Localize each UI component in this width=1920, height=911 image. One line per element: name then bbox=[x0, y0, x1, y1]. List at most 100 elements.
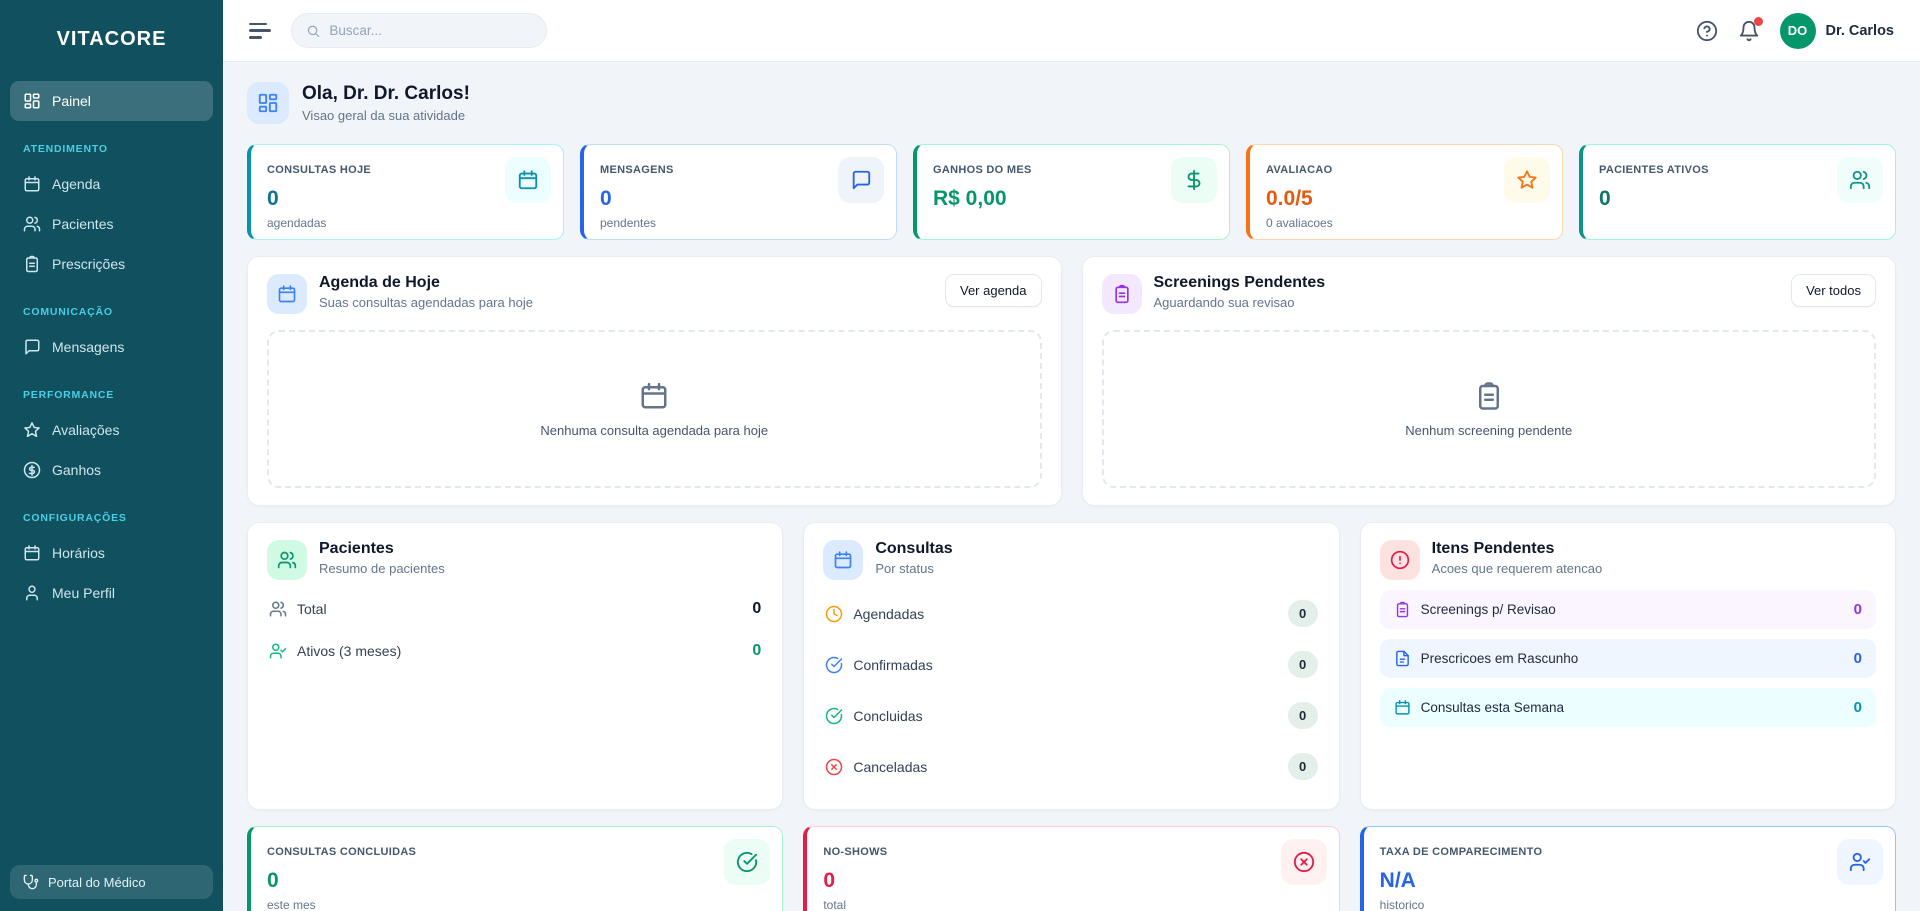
status-row-concluidas: Concluidas 0 bbox=[823, 690, 1319, 741]
dashboard-icon bbox=[257, 92, 279, 114]
row-label: Confirmadas bbox=[853, 656, 933, 673]
sidebar-section-performance: PERFORMANCE bbox=[23, 389, 115, 401]
stat-label: TAXA DE COMPARECIMENTO bbox=[1379, 846, 1543, 858]
search-bar[interactable] bbox=[291, 13, 547, 48]
user-icon bbox=[23, 584, 41, 602]
stat-card-ganhos: GANHOS DO MES R$ 0,00 bbox=[913, 144, 1230, 240]
stat-value: N/A bbox=[1379, 869, 1416, 892]
row-count-badge: 0 bbox=[1287, 753, 1318, 780]
clipboard-badge bbox=[1101, 274, 1142, 314]
mid-row: Agenda de Hoje Suas consultas agendadas … bbox=[247, 256, 1896, 506]
search-input[interactable] bbox=[329, 23, 532, 38]
bell-icon bbox=[1738, 20, 1760, 42]
dollar-circle-icon bbox=[23, 461, 41, 479]
user-menu[interactable]: DO Dr. Carlos bbox=[1779, 12, 1894, 49]
card-subtitle: Acoes que requerem atencao bbox=[1431, 561, 1603, 576]
calendar-icon bbox=[23, 175, 41, 193]
stat-label: NO-SHOWS bbox=[823, 846, 888, 858]
check-circle-icon bbox=[825, 707, 843, 725]
stat-label: MENSAGENS bbox=[600, 164, 674, 176]
users-icon bbox=[277, 550, 297, 570]
clipboard-icon bbox=[1474, 381, 1504, 411]
stat-sublabel: 0 avaliacoes bbox=[1266, 216, 1333, 230]
pendente-row-screenings[interactable]: Screenings p/ Revisao 0 bbox=[1379, 590, 1876, 629]
sidebar-item-label: Ganhos bbox=[52, 462, 102, 478]
card-title: Pacientes bbox=[319, 540, 394, 557]
card-title: Consultas bbox=[875, 540, 953, 557]
row-label: Agendadas bbox=[853, 605, 925, 622]
menu-toggle-icon[interactable] bbox=[249, 22, 271, 39]
search-icon bbox=[306, 23, 320, 39]
x-circle-icon bbox=[1280, 839, 1327, 885]
help-icon[interactable] bbox=[1696, 20, 1718, 42]
agenda-hoje-card: Agenda de Hoje Suas consultas agendadas … bbox=[247, 256, 1062, 506]
row-label: Total bbox=[297, 601, 327, 617]
sidebar-item-ganhos[interactable]: Ganhos bbox=[10, 450, 213, 490]
clipboard-icon bbox=[23, 255, 41, 273]
sidebar-item-avaliacoes[interactable]: Avaliações bbox=[10, 410, 213, 450]
row-label: Ativos (3 meses) bbox=[297, 643, 402, 659]
stat-label: AVALIACAO bbox=[1266, 164, 1333, 176]
portal-do-medico-badge[interactable]: Portal do Médico bbox=[10, 865, 213, 899]
sidebar-item-mensagens[interactable]: Mensagens bbox=[10, 327, 213, 367]
stat-card-taxa-comparecimento: TAXA DE COMPARECIMENTO N/A historico bbox=[1359, 826, 1896, 911]
row-count-badge: 0 bbox=[1287, 600, 1318, 627]
ver-agenda-button[interactable]: Ver agenda bbox=[944, 274, 1042, 307]
pacientes-total-row: Total 0 bbox=[267, 588, 763, 630]
sidebar-item-pacientes[interactable]: Pacientes bbox=[10, 204, 213, 244]
card-subtitle: Por status bbox=[875, 561, 934, 576]
stat-value: 0 bbox=[267, 869, 279, 892]
row-label: Prescricoes em Rascunho bbox=[1420, 651, 1579, 666]
stats-row: CONSULTAS HOJE 0 agendadas MENSAGENS 0 p… bbox=[247, 144, 1896, 240]
stat-sublabel: agendadas bbox=[267, 216, 327, 230]
check-circle-icon bbox=[724, 839, 771, 885]
user-check-icon bbox=[269, 642, 287, 660]
stat-card-mensagens: MENSAGENS 0 pendentes bbox=[580, 144, 897, 240]
portal-label: Portal do Médico bbox=[48, 874, 146, 890]
card-title: Itens Pendentes bbox=[1431, 540, 1555, 557]
sidebar-item-agenda[interactable]: Agenda bbox=[10, 164, 213, 204]
ver-todos-button[interactable]: Ver todos bbox=[1791, 274, 1876, 307]
chat-icon bbox=[23, 338, 41, 356]
stat-label: CONSULTAS CONCLUIDAS bbox=[267, 846, 417, 858]
calendar-icon bbox=[639, 381, 669, 411]
card-title: Screenings Pendentes bbox=[1153, 274, 1326, 291]
calendar-icon bbox=[833, 550, 853, 570]
alert-circle-icon bbox=[1390, 550, 1410, 570]
calendar-icon bbox=[505, 157, 551, 203]
sidebar-item-label: Painel bbox=[52, 93, 91, 109]
stat-label: CONSULTAS HOJE bbox=[267, 164, 372, 176]
sidebar-item-label: Meu Perfil bbox=[52, 585, 116, 601]
consultas-card: Consultas Por status Agendadas 0 Confirm… bbox=[803, 522, 1340, 810]
row-label: Consultas esta Semana bbox=[1420, 700, 1564, 715]
info-row: Pacientes Resumo de pacientes Total 0 At… bbox=[247, 522, 1896, 810]
notifications-button[interactable] bbox=[1738, 16, 1763, 42]
stat-card-avaliacao: AVALIACAO 0.0/5 0 avaliacoes bbox=[1246, 144, 1563, 240]
stat-sublabel: pendentes bbox=[600, 216, 657, 230]
stat-sublabel: este mes bbox=[267, 898, 316, 911]
stat-value: 0 bbox=[823, 869, 836, 892]
row-count-badge: 0 bbox=[1287, 651, 1318, 678]
stat-label: PACIENTES ATIVOS bbox=[1599, 164, 1709, 176]
user-check-icon bbox=[1836, 839, 1883, 885]
sidebar-item-prescricoes[interactable]: Prescrições bbox=[10, 244, 213, 284]
sidebar-item-meu-perfil[interactable]: Meu Perfil bbox=[10, 573, 213, 613]
star-icon bbox=[23, 421, 41, 439]
stethoscope-icon bbox=[23, 874, 39, 890]
sidebar-section-atendimento: ATENDIMENTO bbox=[23, 143, 108, 155]
pendente-row-consultas-semana[interactable]: Consultas esta Semana 0 bbox=[1379, 688, 1876, 727]
sidebar-item-painel[interactable]: Painel bbox=[10, 81, 213, 121]
card-title: Agenda de Hoje bbox=[319, 274, 440, 291]
sidebar-item-label: Agenda bbox=[52, 176, 101, 192]
row-label: Canceladas bbox=[853, 758, 928, 775]
clipboard-icon bbox=[1394, 601, 1411, 618]
screenings-pendentes-card: Screenings Pendentes Aguardando sua revi… bbox=[1081, 256, 1896, 506]
page-subtitle: Visao geral da sua atividade bbox=[302, 108, 466, 123]
sidebar-section-configuracoes: CONFIGURAÇÕES bbox=[23, 512, 127, 524]
itens-pendentes-card: Itens Pendentes Acoes que requerem atenc… bbox=[1359, 522, 1896, 810]
pendente-row-prescricoes[interactable]: Prescricoes em Rascunho 0 bbox=[1379, 639, 1876, 678]
file-text-icon bbox=[1394, 650, 1411, 667]
sidebar-item-horarios[interactable]: Horários bbox=[10, 533, 213, 573]
row-count-badge: 0 bbox=[1287, 702, 1318, 729]
empty-state-text: Nenhum screening pendente bbox=[1405, 422, 1573, 438]
